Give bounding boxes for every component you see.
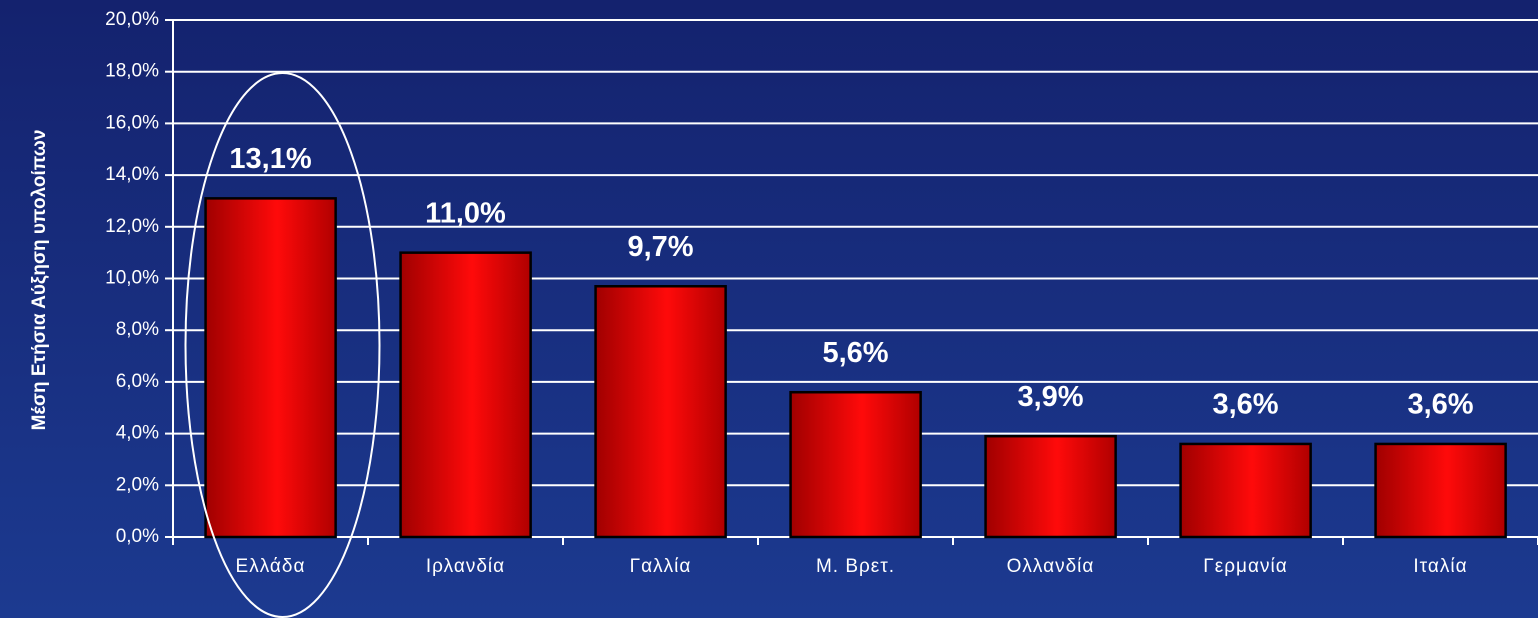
bar	[594, 285, 727, 539]
bar	[399, 251, 532, 539]
value-label: 3,6%	[1407, 389, 1473, 421]
x-tick-label: Ολλανδία	[1007, 556, 1095, 577]
x-tick-label: Ιταλία	[1413, 556, 1467, 577]
y-tick-label: 2,0%	[116, 474, 159, 495]
y-tick-label: 14,0%	[105, 164, 159, 185]
y-tick-label: 16,0%	[105, 112, 159, 133]
y-tick-label: 10,0%	[105, 268, 159, 289]
bar	[789, 390, 922, 539]
highlight-ellipse	[184, 72, 381, 618]
y-tick-label: 0,0%	[116, 526, 159, 547]
bar	[984, 434, 1117, 539]
value-label: 3,6%	[1212, 389, 1278, 421]
bar	[1179, 442, 1312, 539]
x-tick-label: Γερμανία	[1203, 556, 1287, 577]
y-tick-label: 6,0%	[116, 371, 159, 392]
y-tick-label: 18,0%	[105, 61, 159, 82]
y-tick-label: 4,0%	[116, 423, 159, 444]
value-label: 9,7%	[627, 231, 693, 263]
y-tick-label: 20,0%	[105, 9, 159, 30]
y-axis-label: Μέση Ετήσια Αύξηση υπολοίπων	[29, 130, 50, 431]
value-label: 5,6%	[822, 337, 888, 369]
x-tick-label: Μ. Βρετ.	[816, 556, 895, 577]
x-tick-label: Ελλάδα	[236, 556, 306, 577]
y-tick-label: 8,0%	[116, 319, 159, 340]
x-tick-label: Γαλλία	[630, 556, 692, 577]
value-label: 13,1%	[229, 143, 311, 175]
bar	[204, 197, 337, 539]
value-label: 11,0%	[425, 197, 506, 229]
value-label: 3,9%	[1017, 381, 1083, 413]
y-tick-label: 12,0%	[105, 216, 159, 237]
x-tick-label: Ιρλανδία	[426, 556, 505, 577]
bar	[1374, 442, 1507, 539]
